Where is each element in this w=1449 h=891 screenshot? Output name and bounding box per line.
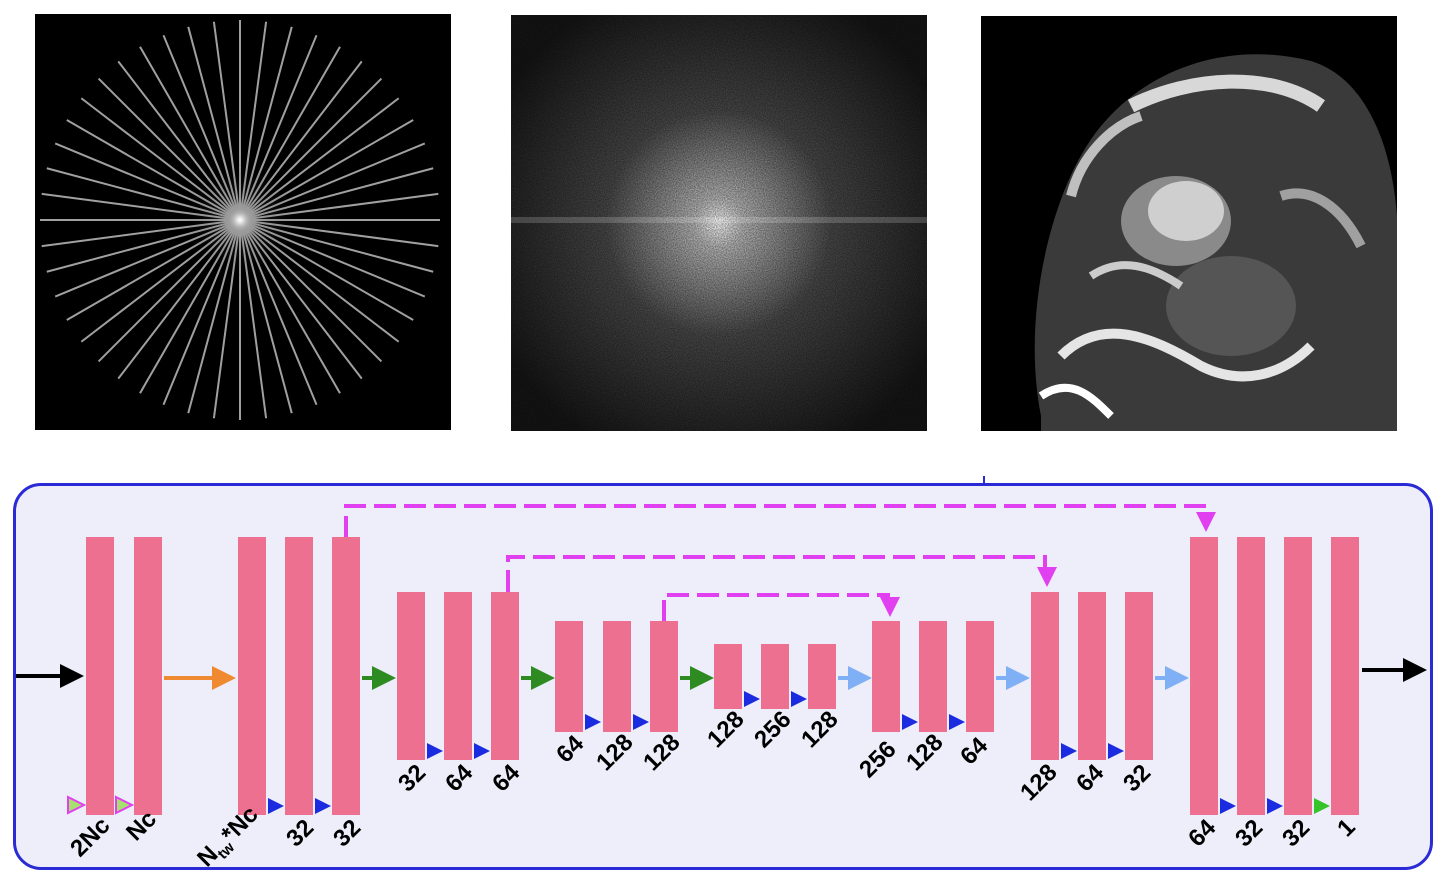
- final-conv-marker: [1314, 798, 1330, 814]
- conv-marker: [1061, 743, 1077, 759]
- block-bott-256: [761, 644, 789, 709]
- skip-connection-2: [506, 555, 1057, 592]
- label-128: 128: [901, 729, 948, 776]
- conv-marker: [1220, 798, 1236, 814]
- block-dec3-256: [872, 621, 900, 732]
- conv-marker: [427, 743, 443, 759]
- block-enc3-128b: [650, 621, 678, 732]
- label-128: 128: [591, 729, 638, 776]
- cardiac-image: [981, 16, 1397, 431]
- label-128: 128: [638, 729, 685, 776]
- complex-conv-marker: [67, 795, 87, 815]
- radial-kspace-image: [35, 14, 451, 430]
- label-1: 1: [1332, 814, 1361, 843]
- label-32: 32: [393, 759, 431, 797]
- block-bott-128b: [808, 644, 836, 709]
- block-dec1-32a: [1237, 537, 1265, 815]
- block-enc2-32: [397, 592, 425, 760]
- block-dec2-32: [1125, 592, 1153, 760]
- block-2nc: [86, 537, 114, 815]
- block-dec1-32b: [1284, 537, 1312, 815]
- label-256: 256: [854, 736, 901, 783]
- block-enc2-64a: [444, 592, 472, 760]
- label-64: 64: [487, 759, 525, 797]
- conv-marker: [268, 798, 284, 814]
- cardiac-anatomy-graphic: [1034, 54, 1397, 431]
- block-dec2-64: [1078, 592, 1106, 760]
- conv-marker: [585, 714, 601, 730]
- conv-marker: [315, 798, 331, 814]
- block-bott-128: [714, 644, 742, 709]
- label-32: 32: [1277, 814, 1315, 852]
- label-256: 256: [749, 706, 796, 753]
- label-64: 64: [440, 759, 478, 797]
- label-128: 128: [702, 706, 749, 753]
- kspace-image: [511, 15, 927, 431]
- block-output-1: [1331, 537, 1359, 815]
- conv-marker: [474, 743, 490, 759]
- label-128: 128: [796, 706, 843, 753]
- block-dec2-128: [1031, 592, 1059, 760]
- conv-marker: [1108, 743, 1124, 759]
- block-enc1-32b: [332, 537, 360, 815]
- label-64: 64: [955, 732, 993, 770]
- radial-spokes-graphic: [40, 20, 440, 420]
- block-ntw-nc: [238, 537, 266, 815]
- label-32: 32: [328, 814, 366, 852]
- conv-marker: [1267, 798, 1283, 814]
- block-group: [86, 537, 1359, 815]
- label-64: 64: [551, 730, 589, 768]
- conv-markers: [268, 691, 1283, 814]
- label-32: 32: [281, 814, 319, 852]
- block-dec3-128: [919, 621, 947, 732]
- skip-connection-3: [662, 593, 900, 622]
- block-nc: [134, 537, 162, 815]
- block-dec1-64: [1190, 537, 1218, 815]
- block-enc1-32a: [285, 537, 313, 815]
- conv-marker: [744, 691, 760, 707]
- conv-marker: [949, 714, 965, 730]
- label-64: 64: [1183, 814, 1221, 852]
- label-64: 64: [1071, 759, 1109, 797]
- label-2nc: 2Nc: [65, 812, 115, 862]
- block-enc3-64: [555, 621, 583, 732]
- conv-marker: [791, 691, 807, 707]
- complex-conv-marker: [115, 795, 135, 815]
- label-32: 32: [1118, 759, 1156, 797]
- label-128: 128: [1015, 759, 1062, 806]
- kspace-noise-graphic: [511, 15, 927, 431]
- label-32: 32: [1230, 814, 1268, 852]
- skip-connection-1: [344, 504, 1216, 538]
- block-dec3-64: [966, 621, 994, 732]
- block-enc2-64b: [491, 592, 519, 760]
- conv-marker: [633, 714, 649, 730]
- block-enc3-128a: [603, 621, 631, 732]
- conv-marker: [902, 714, 918, 730]
- label-ntw-nc: Ntw*Nc: [192, 801, 266, 875]
